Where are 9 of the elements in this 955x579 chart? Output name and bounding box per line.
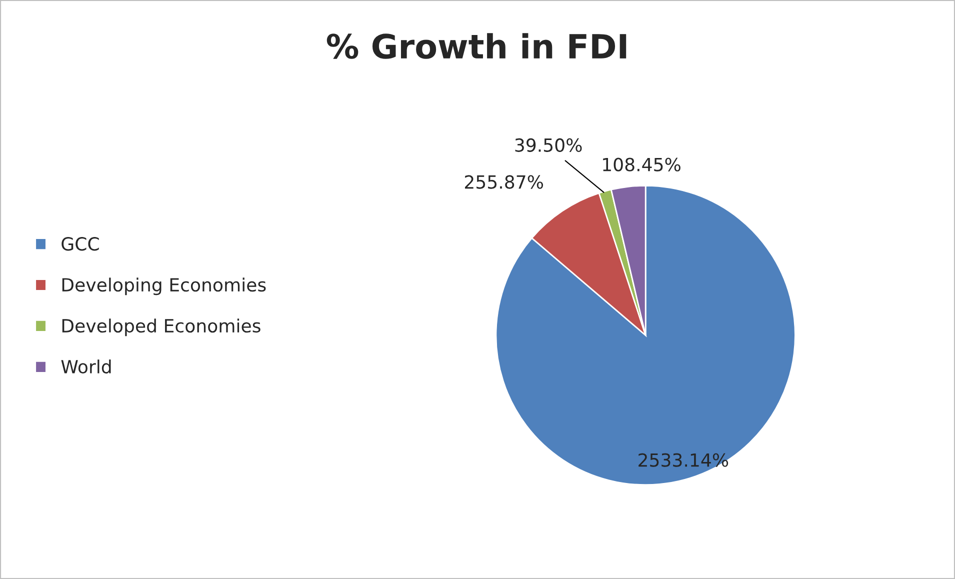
legend-label: Developing Economies bbox=[62, 278, 266, 296]
chart-title: % Growth in FDI bbox=[326, 33, 626, 59]
legend-label: World bbox=[61, 360, 111, 374]
data-label: 2533.14% bbox=[638, 453, 728, 467]
legend-label: Developed Economies bbox=[62, 318, 260, 336]
legend-label: GCC bbox=[62, 237, 99, 251]
data-label: 108.45% bbox=[603, 158, 680, 172]
data-label: 255.87% bbox=[464, 175, 543, 189]
data-label: 39.50% bbox=[515, 138, 582, 152]
